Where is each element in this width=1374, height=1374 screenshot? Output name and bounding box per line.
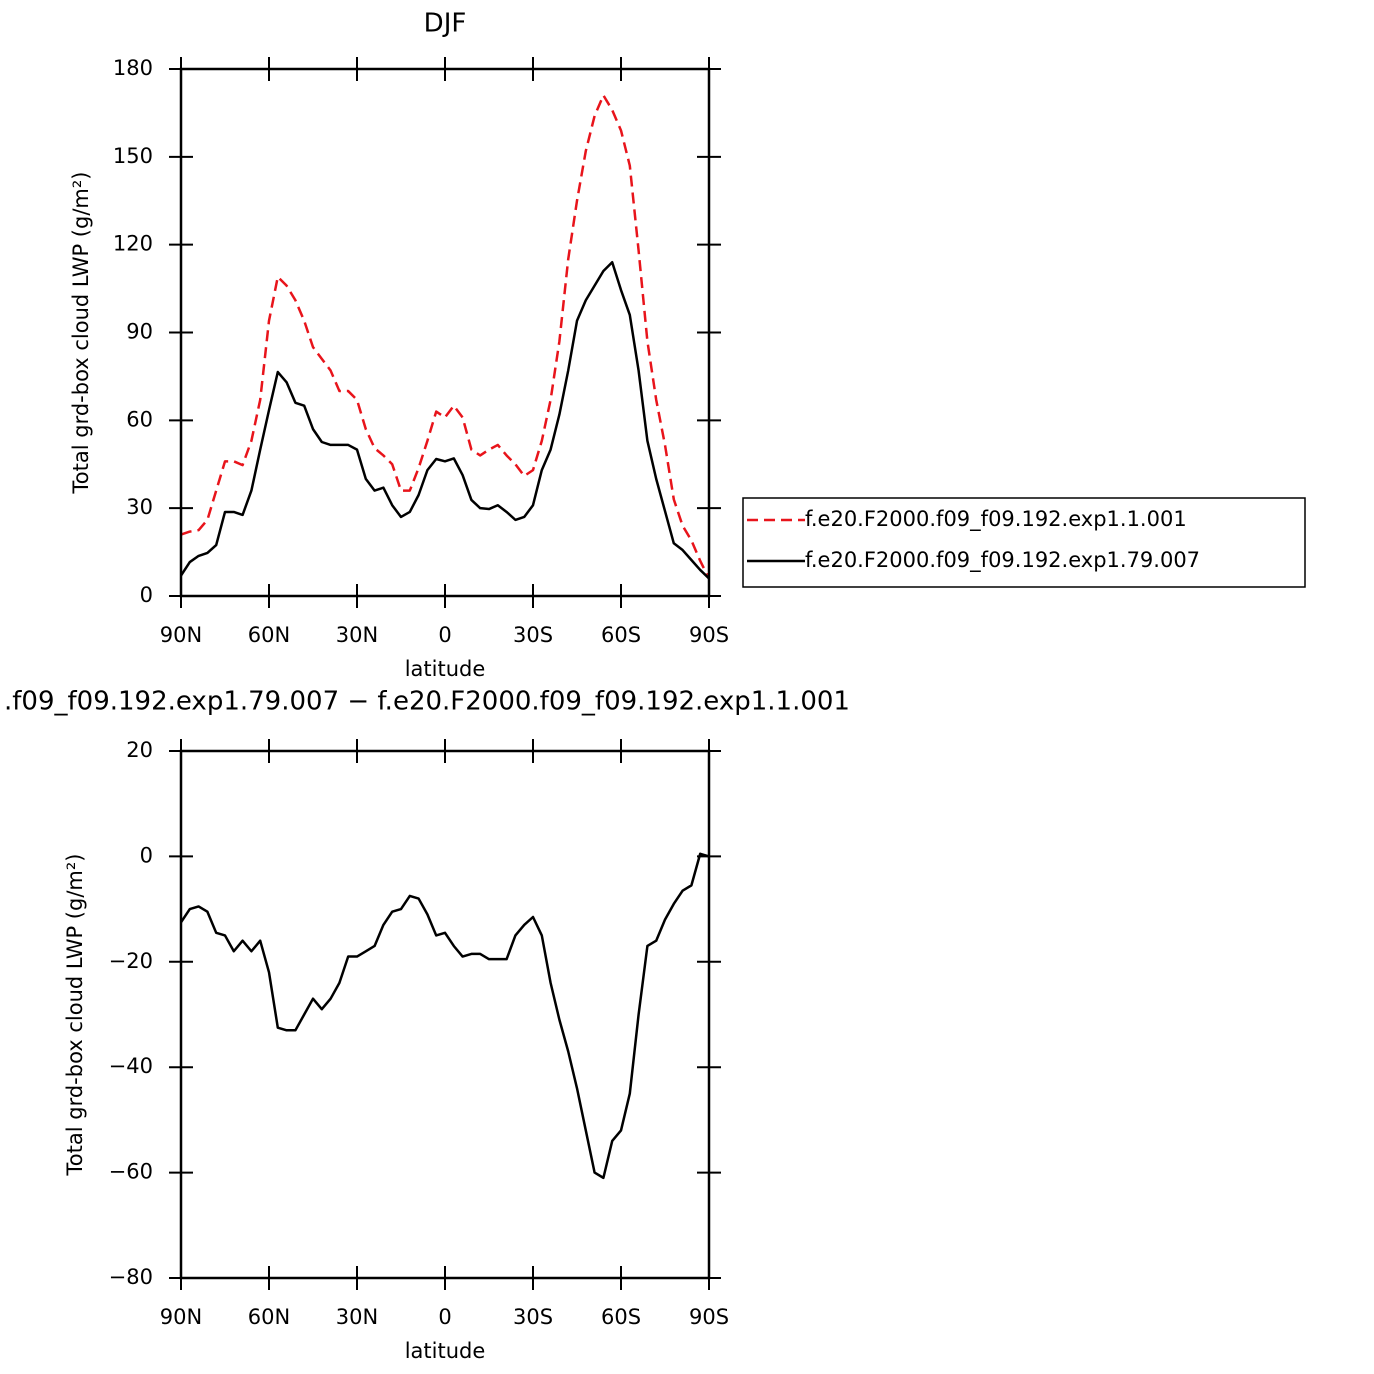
x-tick-label: 90S bbox=[689, 1305, 729, 1329]
x-tick-label: 0 bbox=[438, 623, 451, 647]
y-tick-label: 0 bbox=[140, 843, 153, 867]
x-tick-label: 30N bbox=[336, 623, 378, 647]
legend-label: f.e20.F2000.f09_f09.192.exp1.79.007 bbox=[805, 548, 1200, 573]
y-tick-label: 20 bbox=[126, 738, 153, 762]
plot-frame bbox=[179, 749, 711, 1280]
y-axis-label: Total grd-box cloud LWP (g/m²) bbox=[69, 172, 93, 495]
y-tick-label: 0 bbox=[140, 583, 153, 607]
x-tick-label: 90S bbox=[689, 623, 729, 647]
y-tick-label: 180 bbox=[113, 56, 153, 80]
x-tick-label: 60N bbox=[248, 623, 290, 647]
y-tick-label: −60 bbox=[109, 1160, 153, 1184]
y-tick-label: 90 bbox=[126, 320, 153, 344]
x-axis-label: latitude bbox=[405, 657, 486, 681]
legend-label: f.e20.F2000.f09_f09.192.exp1.1.001 bbox=[805, 507, 1187, 532]
x-tick-label: 90N bbox=[160, 623, 202, 647]
y-tick-label: 120 bbox=[113, 232, 153, 256]
x-tick-label: 60N bbox=[248, 1305, 290, 1329]
y-tick-label: 150 bbox=[113, 144, 153, 168]
data-line bbox=[180, 94, 711, 579]
legend-box bbox=[742, 497, 1306, 588]
x-tick-label: 30S bbox=[513, 1305, 553, 1329]
data-line bbox=[179, 260, 710, 580]
x-axis-label: latitude bbox=[405, 1339, 486, 1363]
plot-frame bbox=[179, 67, 711, 598]
chart-title: DJF bbox=[424, 9, 467, 39]
y-tick-label: −40 bbox=[109, 1054, 153, 1078]
data-line bbox=[179, 852, 710, 1180]
x-tick-label: 90N bbox=[160, 1305, 202, 1329]
y-tick-label: −20 bbox=[109, 949, 153, 973]
x-tick-label: 60S bbox=[601, 623, 641, 647]
x-tick-label: 30N bbox=[336, 1305, 378, 1329]
y-tick-label: 60 bbox=[126, 407, 153, 431]
chart-title: .f09_f09.192.exp1.79.007 − f.e20.F2000.f… bbox=[4, 687, 850, 717]
x-tick-label: 30S bbox=[513, 623, 553, 647]
y-tick-label: −80 bbox=[109, 1265, 153, 1289]
y-axis-label: Total grd-box cloud LWP (g/m²) bbox=[63, 854, 87, 1177]
x-tick-label: 0 bbox=[438, 1305, 451, 1329]
x-tick-label: 60S bbox=[601, 1305, 641, 1329]
y-tick-label: 30 bbox=[126, 495, 153, 519]
